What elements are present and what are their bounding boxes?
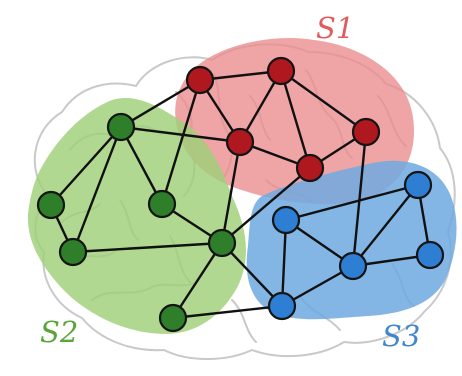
node-s1 xyxy=(185,65,215,95)
label-s1: S1 xyxy=(316,11,354,45)
edge xyxy=(351,130,368,268)
node-s1 xyxy=(225,127,255,157)
edge xyxy=(279,69,312,170)
node-s3 xyxy=(415,240,445,270)
regions xyxy=(27,37,457,334)
edge xyxy=(49,125,123,207)
edge xyxy=(220,166,312,245)
node-s2 xyxy=(147,189,177,219)
node-s3 xyxy=(403,170,433,200)
edge xyxy=(71,241,224,254)
node-s2 xyxy=(158,303,188,333)
label-s3: S3 xyxy=(382,319,420,353)
edge xyxy=(351,183,420,268)
edge xyxy=(284,183,420,222)
edge xyxy=(119,125,164,206)
node-s1 xyxy=(266,56,296,86)
network-nodes xyxy=(36,56,445,333)
edge xyxy=(280,218,288,308)
node-s1 xyxy=(351,117,381,147)
edge xyxy=(220,140,242,245)
label-s2: S2 xyxy=(40,315,78,349)
node-s3 xyxy=(338,251,368,281)
node-s3 xyxy=(267,291,297,321)
node-s3 xyxy=(271,205,301,235)
node-s2 xyxy=(36,190,66,220)
region-s2 xyxy=(27,98,246,334)
edge xyxy=(220,241,284,308)
region-s1 xyxy=(175,37,415,205)
edge xyxy=(71,125,123,254)
node-s1 xyxy=(295,153,325,183)
region-s3 xyxy=(246,160,457,320)
edge xyxy=(171,304,284,320)
node-s2 xyxy=(207,228,237,258)
edge xyxy=(119,125,242,144)
node-s2 xyxy=(106,112,136,142)
node-s2 xyxy=(58,237,88,267)
edge xyxy=(119,78,202,129)
edge xyxy=(171,241,224,320)
edge xyxy=(160,78,202,206)
edge xyxy=(279,69,368,134)
